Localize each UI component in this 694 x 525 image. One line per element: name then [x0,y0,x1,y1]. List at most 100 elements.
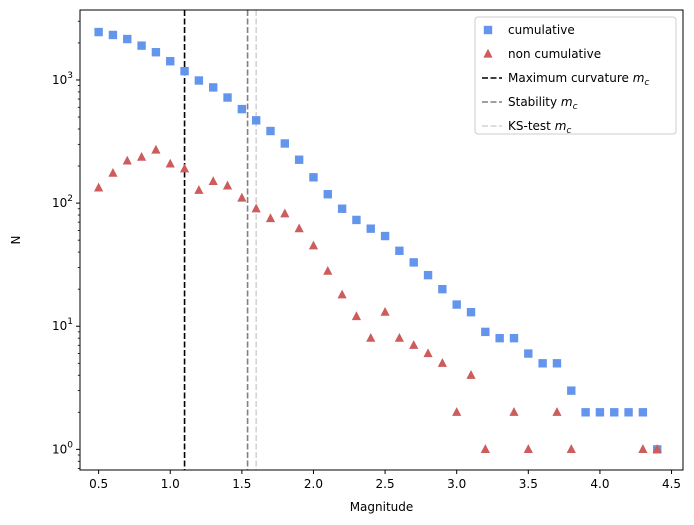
series-2-point [480,444,490,453]
series-1-point [337,204,347,213]
series-1-point [366,224,375,233]
series-1-point [409,258,418,267]
series-2-point [294,223,304,233]
series-2-point [466,370,476,379]
series-2-point [151,144,161,154]
x-tick-label: 2.5 [376,477,395,491]
series-1-point [294,155,304,164]
x-tick-label: 3.5 [519,477,538,491]
series-1-point [524,349,533,358]
series-2-point [308,240,319,250]
series-1-point [552,359,562,368]
series-1-point [624,408,633,417]
legend-label-1: cumulative [508,23,575,37]
y-tick-label: 103 [52,71,73,87]
series-1-point [638,408,648,417]
series-1-point [280,139,290,148]
series-1-point [237,104,247,114]
legend-vline-label-3: KS-test mc [508,119,571,136]
legend-marker-1 [483,25,493,35]
legend-vline-label-1: Maximum curvature mc [508,71,649,88]
y-tick-label: 100 [52,440,73,456]
series-1-point [94,27,103,37]
series-1-point [223,93,232,102]
x-tick-label: 1.5 [232,477,251,491]
series-1-point [481,327,490,337]
series-2-point [380,307,390,316]
x-axis-title: Magnitude [350,500,414,514]
series-1-point [395,246,404,255]
axes: 0.5 1.0 1.5 2.0 2.5 3.0 3.5 4.0 4.5 100 101 102 103 [52,9,684,491]
series-1-point [423,270,433,280]
legend-vline-label-2: Stability mc [508,95,578,112]
series-2-point [409,340,419,349]
series-1-point [123,34,132,44]
series-1-point [595,408,605,417]
series-2-point [423,348,433,358]
series-1-point [137,41,146,50]
x-tick-label: 4.5 [662,477,681,491]
series-2-point [280,208,290,218]
series-1-point [180,66,189,76]
series-1-point [438,284,447,294]
series-2-point [122,155,132,165]
series-2-point [452,407,462,416]
series-1-point [567,386,576,395]
legend: cumulative non cumulative Maximum curvatur… [474,16,677,136]
series-2-point [552,407,562,416]
x-tick-label: 3.0 [447,477,466,491]
series-1-point [251,116,261,125]
series-1-point [209,83,218,92]
x-tick-label: 1.0 [161,477,180,491]
series-1-point [509,333,519,343]
series-1-point [380,231,390,241]
legend-box [474,16,677,135]
series-1-point [581,408,590,417]
series-1-point [323,190,332,199]
series-2-point [523,444,533,453]
series-2-point [351,311,362,321]
series-1-point [266,126,275,136]
x-tick-label: 2.0 [304,477,323,491]
series-2-point [208,176,218,186]
series-1-point [166,57,175,66]
series-2-point [251,203,261,213]
series-1-point [352,215,361,225]
series-1-point [309,173,318,182]
series-2-point [94,182,104,192]
series-1-point [495,333,504,343]
series-1-point [108,30,118,40]
series-2-point [108,167,118,177]
series-1-point [610,408,619,417]
series-2-point [194,185,204,194]
series-1-point [151,48,161,57]
series-2-point [566,444,576,453]
legend-label-2: non cumulative [508,47,601,61]
series-2-point [366,332,376,342]
series-2-point [136,151,147,161]
y-tick-label: 102 [52,194,73,210]
series-2-point [323,265,333,275]
series-2-point [652,444,662,453]
series-1-point [194,76,204,85]
legend-marker-2 [483,48,493,58]
series-2-point [437,358,447,367]
series-2-point [638,444,648,453]
series-2-point [394,332,405,342]
x-tick-label: 0.5 [89,477,108,491]
plot-area [94,10,662,470]
series-2-point [222,180,233,190]
series-2-point [265,213,276,223]
series-2-point [165,158,175,168]
series-2-point [237,192,247,202]
series-1-point [538,359,547,368]
series-1-point [452,300,461,309]
series-2-point [337,289,347,299]
x-tick-label: 4.0 [590,477,609,491]
y-tick-label: 101 [52,317,73,333]
series-2-point [179,163,190,173]
y-axis-title: N [9,236,23,245]
series-2-point [509,407,519,416]
series-1-point [466,308,476,317]
